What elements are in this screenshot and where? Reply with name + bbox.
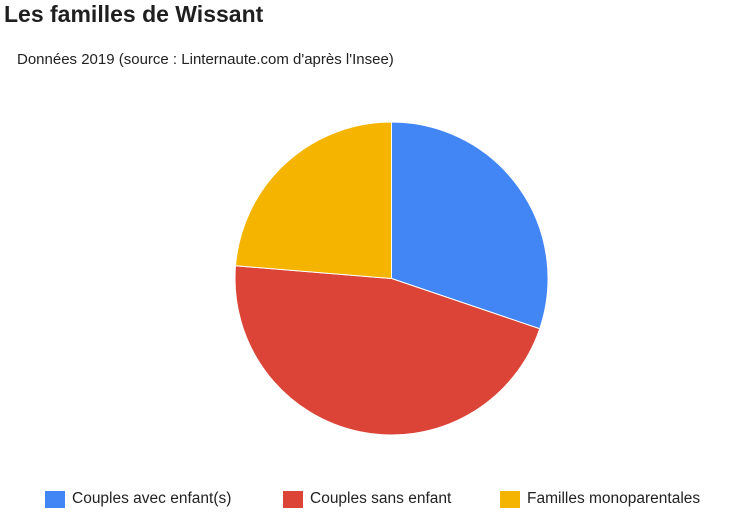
legend-item-couples-avec-enfants[interactable]: Couples avec enfant(s)	[45, 488, 231, 510]
pie-slice-familles-monoparentales[interactable]	[234, 121, 392, 280]
chart-legend: Couples avec enfant(s) Couples sans enfa…	[0, 488, 752, 510]
legend-item-couples-sans-enfant[interactable]: Couples sans enfant	[283, 488, 451, 510]
page-title: Les familles de Wissant	[4, 1, 264, 27]
pie-slices	[234, 121, 549, 436]
legend-swatch	[45, 490, 65, 508]
legend-item-familles-monoparentales[interactable]: Familles monoparentales	[500, 488, 700, 510]
pie-slice-couples-avec-enfants[interactable]	[391, 121, 549, 330]
legend-label: Couples sans enfant	[310, 490, 452, 507]
chart-subtitle: Données 2019 (source : Linternaute.com d…	[17, 51, 394, 68]
legend-swatch	[500, 490, 520, 508]
pie-slice-couples-sans-enfant[interactable]	[234, 265, 541, 436]
legend-label: Couples avec enfant(s)	[72, 490, 232, 507]
legend-swatch	[283, 490, 303, 508]
legend-label: Familles monoparentales	[527, 490, 701, 507]
